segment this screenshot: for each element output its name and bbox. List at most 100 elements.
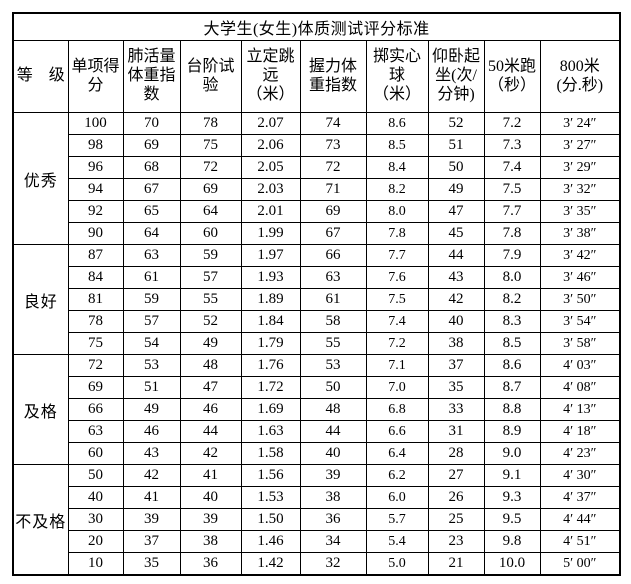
cell-item-score: 30 (67, 508, 124, 531)
cell-solid-ball-throw: 7.1 (365, 354, 429, 377)
cell-item-score: 40 (67, 486, 124, 509)
cell-run-50m: 8.8 (483, 398, 541, 421)
cell-sit-ups: 21 (427, 552, 485, 576)
cell-item-score: 63 (67, 420, 124, 443)
cell-standing-long-jump: 1.42 (240, 552, 301, 576)
cell-run-50m: 8.7 (483, 376, 541, 399)
cell-grip-weight-index: 36 (299, 508, 367, 531)
cell-item-score: 75 (67, 332, 124, 355)
cell-run-800m: 4′ 08″ (539, 376, 621, 399)
cell-step-test: 72 (179, 156, 242, 179)
cell-step-test: 52 (179, 310, 242, 333)
column-header-grip-weight-index: 握力体 重指数 (299, 40, 367, 113)
cell-item-score: 96 (67, 156, 124, 179)
cell-run-800m: 4′ 51″ (539, 530, 621, 553)
cell-item-score: 66 (67, 398, 124, 421)
table-row: 84 61 57 1.93 63 7.6 43 8.0 3′ 46″ (13, 266, 621, 289)
table-row: 98 69 75 2.06 73 8.5 51 7.3 3′ 27″ (13, 134, 621, 157)
cell-item-score: 92 (67, 200, 124, 223)
cell-grip-weight-index: 63 (299, 266, 367, 289)
cell-solid-ball-throw: 8.2 (365, 178, 429, 201)
cell-run-50m: 7.5 (483, 178, 541, 201)
grade-cell-良好: 良好 (12, 244, 69, 355)
table-row: 90 64 60 1.99 67 7.8 45 7.8 3′ 38″ (13, 222, 621, 245)
cell-grip-weight-index: 38 (299, 486, 367, 509)
cell-vital-capacity-weight-index: 63 (122, 244, 181, 267)
cell-solid-ball-throw: 7.6 (365, 266, 429, 289)
cell-run-50m: 7.7 (483, 200, 541, 223)
cell-standing-long-jump: 1.50 (240, 508, 301, 531)
cell-grip-weight-index: 55 (299, 332, 367, 355)
cell-step-test: 57 (179, 266, 242, 289)
cell-item-score: 84 (67, 266, 124, 289)
table-row: 75 54 49 1.79 55 7.2 38 8.5 3′ 58″ (13, 332, 621, 355)
table-row: 60 43 42 1.58 40 6.4 28 9.0 4′ 23″ (13, 442, 621, 465)
table-row: 66 49 46 1.69 48 6.8 33 8.8 4′ 13″ (13, 398, 621, 421)
cell-vital-capacity-weight-index: 65 (122, 200, 181, 223)
table-row: 78 57 52 1.84 58 7.4 40 8.3 3′ 54″ (13, 310, 621, 333)
cell-sit-ups: 38 (427, 332, 485, 355)
table-row: 69 51 47 1.72 50 7.0 35 8.7 4′ 08″ (13, 376, 621, 399)
cell-item-score: 10 (67, 552, 124, 576)
cell-item-score: 90 (67, 222, 124, 245)
cell-grip-weight-index: 71 (299, 178, 367, 201)
column-header-run-800m: 800米 (分.秒) (539, 40, 621, 113)
cell-run-800m: 3′ 32″ (539, 178, 621, 201)
cell-run-50m: 9.5 (483, 508, 541, 531)
table-row: 及格 72 53 48 1.76 53 7.1 37 8.6 4′ 03″ (12, 354, 621, 465)
cell-solid-ball-throw: 8.6 (365, 112, 429, 135)
cell-grip-weight-index: 67 (299, 222, 367, 245)
cell-vital-capacity-weight-index: 61 (122, 266, 181, 289)
column-header-sit-ups: 仰卧起 坐(次/ 分钟) (427, 40, 485, 113)
cell-vital-capacity-weight-index: 70 (122, 112, 181, 135)
cell-step-test: 47 (179, 376, 242, 399)
cell-run-800m: 3′ 29″ (539, 156, 621, 179)
cell-step-test: 55 (179, 288, 242, 311)
cell-step-test: 60 (179, 222, 242, 245)
cell-grip-weight-index: 50 (299, 376, 367, 399)
cell-grip-weight-index: 66 (299, 244, 367, 267)
table-row: 40 41 40 1.53 38 6.0 26 9.3 4′ 37″ (13, 486, 621, 509)
cell-solid-ball-throw: 6.8 (365, 398, 429, 421)
cell-sit-ups: 49 (427, 178, 485, 201)
cell-standing-long-jump: 1.63 (240, 420, 301, 443)
cell-standing-long-jump: 2.06 (240, 134, 301, 157)
cell-run-800m: 3′ 46″ (539, 266, 621, 289)
cell-sit-ups: 27 (427, 464, 485, 487)
cell-solid-ball-throw: 7.7 (365, 244, 429, 267)
cell-solid-ball-throw: 7.2 (365, 332, 429, 355)
cell-step-test: 49 (179, 332, 242, 355)
cell-standing-long-jump: 1.99 (240, 222, 301, 245)
cell-standing-long-jump: 1.72 (240, 376, 301, 399)
cell-sit-ups: 28 (427, 442, 485, 465)
cell-grip-weight-index: 61 (299, 288, 367, 311)
cell-step-test: 42 (179, 442, 242, 465)
cell-vital-capacity-weight-index: 69 (122, 134, 181, 157)
cell-run-800m: 3′ 24″ (539, 112, 621, 135)
cell-solid-ball-throw: 8.0 (365, 200, 429, 223)
cell-solid-ball-throw: 6.0 (365, 486, 429, 509)
cell-vital-capacity-weight-index: 54 (122, 332, 181, 355)
grade-cell-优秀: 优秀 (12, 112, 69, 245)
cell-standing-long-jump: 1.79 (240, 332, 301, 355)
cell-sit-ups: 33 (427, 398, 485, 421)
cell-standing-long-jump: 2.05 (240, 156, 301, 179)
cell-sit-ups: 50 (427, 156, 485, 179)
cell-sit-ups: 43 (427, 266, 485, 289)
cell-sit-ups: 31 (427, 420, 485, 443)
cell-run-50m: 9.3 (483, 486, 541, 509)
cell-sit-ups: 40 (427, 310, 485, 333)
cell-solid-ball-throw: 7.0 (365, 376, 429, 399)
cell-solid-ball-throw: 6.2 (365, 464, 429, 487)
cell-solid-ball-throw: 5.7 (365, 508, 429, 531)
cell-run-50m: 7.3 (483, 134, 541, 157)
cell-run-800m: 3′ 27″ (539, 134, 621, 157)
cell-item-score: 98 (67, 134, 124, 157)
cell-run-50m: 9.1 (483, 464, 541, 487)
cell-sit-ups: 45 (427, 222, 485, 245)
cell-standing-long-jump: 1.58 (240, 442, 301, 465)
cell-step-test: 46 (179, 398, 242, 421)
cell-standing-long-jump: 1.84 (240, 310, 301, 333)
cell-run-800m: 4′ 13″ (539, 398, 621, 421)
